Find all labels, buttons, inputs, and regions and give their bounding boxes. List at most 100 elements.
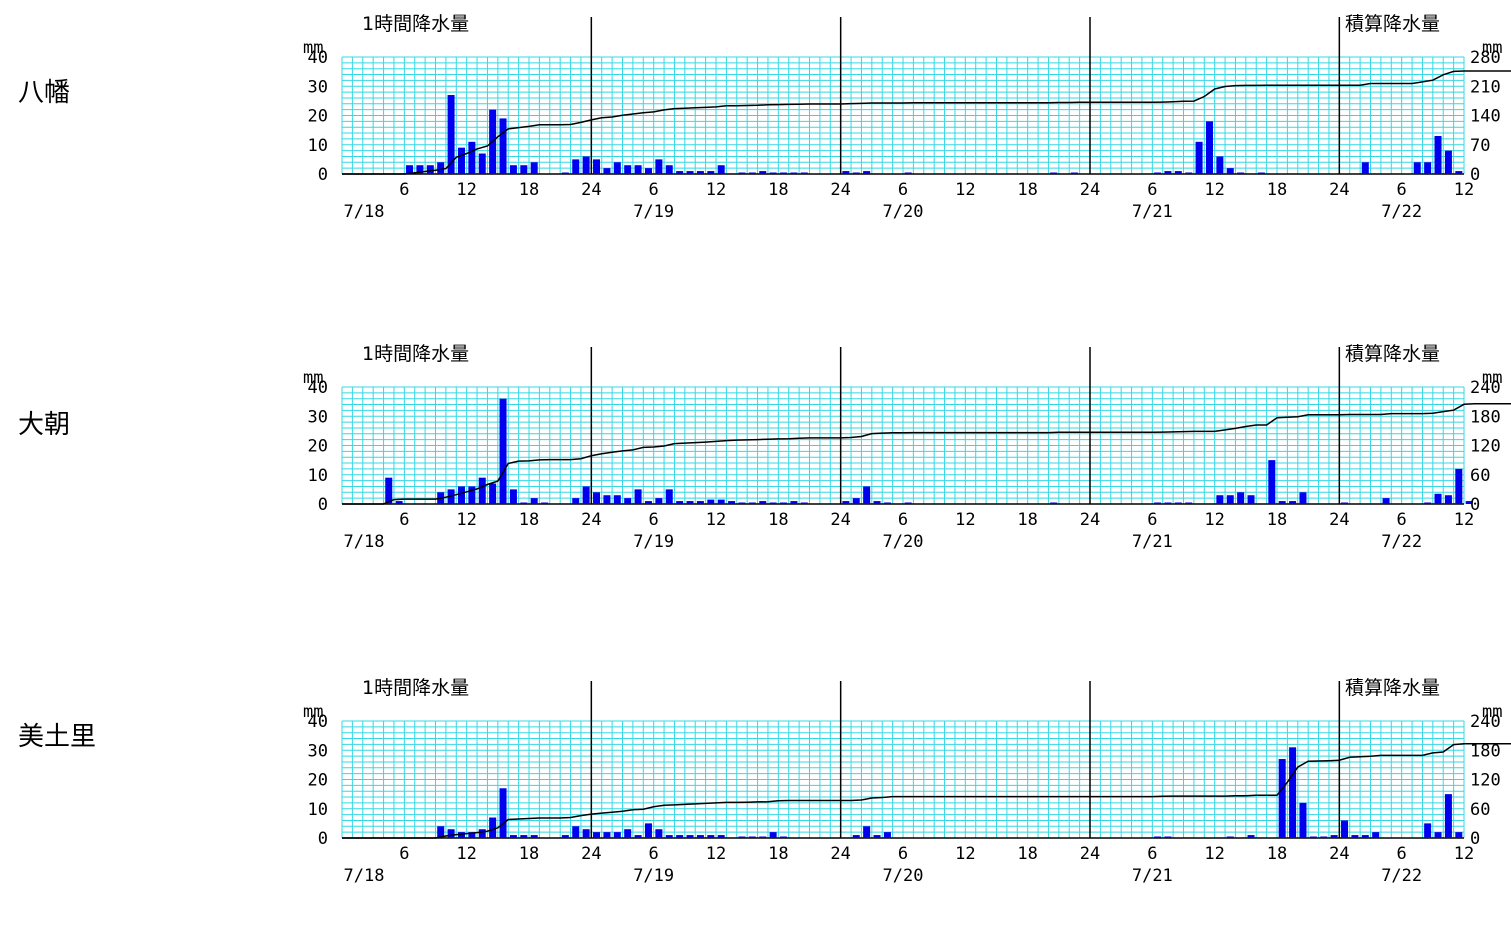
bar xyxy=(1434,832,1442,838)
bar xyxy=(759,501,767,504)
x-tick-label: 18 xyxy=(768,180,788,200)
bar xyxy=(759,171,767,174)
bar xyxy=(780,502,788,504)
x-tick-label: 18 xyxy=(519,180,539,200)
bar xyxy=(447,829,455,838)
bar xyxy=(478,153,486,174)
x-tick-label: 24 xyxy=(830,844,850,864)
x-tick-label: 12 xyxy=(456,844,476,864)
y-tick-label: 20 xyxy=(308,771,328,791)
x-tick-label: 12 xyxy=(1454,844,1474,864)
x-tick-label: 12 xyxy=(706,844,726,864)
bar xyxy=(634,489,642,504)
bar xyxy=(852,498,860,504)
bar xyxy=(1226,495,1234,504)
x-tick-label: 24 xyxy=(830,510,850,530)
x-tick-label: 6 xyxy=(1147,844,1157,864)
x-tick-label: 24 xyxy=(1080,180,1100,200)
x-tick-label: 12 xyxy=(706,510,726,530)
bar xyxy=(1164,171,1172,174)
bar xyxy=(644,501,652,504)
bar xyxy=(1174,502,1182,504)
x-tick-label: 24 xyxy=(581,180,601,200)
bar xyxy=(644,823,652,838)
x-tick-label: 12 xyxy=(706,180,726,200)
bar xyxy=(852,172,860,174)
bar xyxy=(1216,156,1224,174)
y2-tick-label: 120 xyxy=(1470,437,1501,457)
bar xyxy=(863,171,871,174)
bar xyxy=(613,495,621,504)
bar xyxy=(769,172,777,174)
bar xyxy=(1444,150,1452,174)
bar xyxy=(603,495,611,504)
bar xyxy=(873,835,881,838)
bar xyxy=(520,502,528,504)
bar xyxy=(790,501,798,504)
date-label: 7/22 xyxy=(1381,202,1422,222)
bar xyxy=(416,165,424,174)
bar xyxy=(406,165,414,174)
bar xyxy=(738,172,746,174)
bar xyxy=(676,501,684,504)
bar xyxy=(593,159,601,174)
bar xyxy=(655,498,663,504)
x-tick-label: 6 xyxy=(1147,510,1157,530)
station-label: 八幡 xyxy=(18,78,71,108)
bar xyxy=(883,832,891,838)
bar xyxy=(1341,820,1349,838)
bar xyxy=(1455,171,1463,174)
bar xyxy=(1444,794,1452,838)
bar xyxy=(1154,502,1162,504)
bar xyxy=(530,162,538,174)
x-tick-label: 12 xyxy=(456,510,476,530)
x-tick-label: 6 xyxy=(649,844,659,864)
date-label: 7/20 xyxy=(883,866,924,886)
y-tick-label: 10 xyxy=(308,466,328,486)
bar xyxy=(457,832,465,838)
x-tick-label: 12 xyxy=(456,180,476,200)
bar xyxy=(478,829,486,838)
x-tick-label: 6 xyxy=(1397,510,1407,530)
bar xyxy=(1372,832,1380,838)
bar xyxy=(624,498,632,504)
x-tick-label: 18 xyxy=(768,510,788,530)
bar xyxy=(385,477,393,504)
x-tick-label: 12 xyxy=(955,844,975,864)
bar xyxy=(593,492,601,504)
bar xyxy=(863,826,871,838)
x-tick-label: 24 xyxy=(1329,844,1349,864)
bar xyxy=(520,835,528,838)
bar xyxy=(665,165,673,174)
bar xyxy=(499,788,507,838)
cumulative-line xyxy=(342,70,1511,175)
bar xyxy=(1382,498,1390,504)
bar xyxy=(904,172,912,174)
bar xyxy=(1247,495,1255,504)
x-tick-label: 18 xyxy=(768,844,788,864)
bar xyxy=(1434,493,1442,504)
bar xyxy=(1268,460,1276,504)
x-tick-label: 6 xyxy=(898,180,908,200)
bar xyxy=(603,832,611,838)
bar xyxy=(696,835,704,838)
bar xyxy=(665,489,673,504)
bar xyxy=(1050,502,1058,504)
bar xyxy=(748,836,756,838)
y2-tick-label: 60 xyxy=(1470,466,1490,486)
bar xyxy=(842,501,850,504)
bar xyxy=(1465,501,1473,504)
x-tick-label: 18 xyxy=(1017,180,1037,200)
y-tick-label: 20 xyxy=(308,107,328,127)
bar xyxy=(582,156,590,174)
bar xyxy=(1205,121,1213,174)
x-tick-label: 6 xyxy=(399,844,409,864)
bar xyxy=(707,835,715,838)
bar xyxy=(738,836,746,838)
bar xyxy=(457,147,465,174)
bar xyxy=(603,168,611,174)
x-tick-label: 24 xyxy=(1329,180,1349,200)
date-label: 7/19 xyxy=(633,532,674,552)
x-tick-label: 24 xyxy=(1329,510,1349,530)
